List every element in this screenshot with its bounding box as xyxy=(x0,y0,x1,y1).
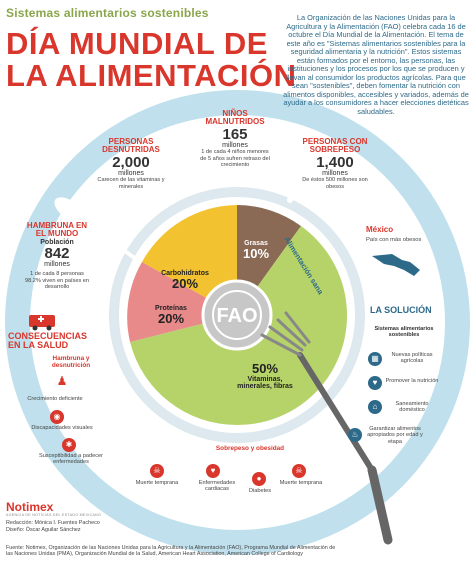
solution-item-4: Garantizar alimentos apropiados por edad… xyxy=(367,426,423,445)
stat-hambruna: HAMBRUNA EN EL MUNDO Población 842 millo… xyxy=(24,221,90,290)
baby-bottle-icon: ♨ xyxy=(348,428,362,442)
hunger-item-2: Discapacidades visuales xyxy=(31,425,93,431)
obesity-band xyxy=(170,444,330,458)
brand-tagline: AGENCIA DE NOTICIAS DEL ESTADO MEXICANO xyxy=(6,513,102,517)
knife-icon xyxy=(287,147,323,203)
person-icon: ♟ xyxy=(56,374,68,388)
virus-icon: ✱ xyxy=(62,438,76,452)
skull-icon: ☠ xyxy=(150,464,164,478)
solution-item-2: Promover la nutrición xyxy=(385,378,439,384)
nutrition-icon: ♥ xyxy=(368,376,382,390)
hunger-item-1: Crecimiento deficiente xyxy=(27,396,83,402)
proteinas-label: Proteínas 20% xyxy=(155,305,187,327)
heart-icon: ♥ xyxy=(206,464,220,478)
solution-subtitle: Sistemas alimentarios sostenibles xyxy=(374,326,434,339)
vitaminas-label: 50% Vitaminas, minerales, fibras xyxy=(237,361,293,390)
mexico-map-icon xyxy=(372,254,420,276)
title-line-1: DÍA MUNDIAL DE xyxy=(6,26,268,61)
fao-letters: FAO xyxy=(216,305,257,327)
stat-ninos: NIÑOS MALNUTRIDOS 165 millones 1 de cada… xyxy=(200,109,270,169)
blood-drop-icon: ● xyxy=(252,472,266,486)
obesity-title: Sobrepeso y obesidad xyxy=(215,445,285,452)
obesity-item-3: Muerte temprana xyxy=(279,480,323,486)
hunger-item-3: Susceptibilidad a padecer enfermedades xyxy=(38,453,104,466)
segment-vitaminas xyxy=(237,226,348,426)
credit-diseno: Diseño: Óscar Aguilar Sánchez xyxy=(6,527,81,533)
carbohidratos-label: Carbohidratos 20% xyxy=(161,270,209,292)
skull-icon-2: ☠ xyxy=(292,464,306,478)
fork-icon xyxy=(260,311,393,545)
hunger-title: Hambruna y desnutrición xyxy=(51,355,91,369)
segment-carbohidratos xyxy=(142,205,237,315)
grasas-label: Grasas 10% xyxy=(242,240,270,262)
solution-title: LA SOLUCIÓN xyxy=(370,305,432,315)
subtitle: Sistemas alimentarios sostenibles xyxy=(6,6,209,20)
fao-emblem-inner xyxy=(212,290,262,340)
consequences-title: CONSECUENCIAS EN LA SALUD xyxy=(8,331,88,351)
credit-redaccion: Redacción: Mónica I. Fuentes Pacheco xyxy=(6,520,100,526)
segment-vitaminas-b xyxy=(130,315,237,426)
mexico-subtitle: País con más obesos xyxy=(366,237,422,243)
spoon-icon xyxy=(54,197,142,264)
mexico-title: México xyxy=(366,225,394,234)
policy-icon: ▦ xyxy=(368,352,382,366)
credit-fuente: Fuente: Notimex, Organización de las Nac… xyxy=(6,545,336,558)
brand-logo: Notimex xyxy=(6,500,54,514)
obesity-item-2: Diabetes xyxy=(248,488,272,494)
title-line-2: LA ALIMENTACIÓN xyxy=(6,58,297,93)
stat-sobrepeso: PERSONAS CON SOBREPESO 1,400 millones De… xyxy=(302,137,368,190)
hunger-item-4: Muerte temprana xyxy=(135,480,179,486)
eye-icon: ◉ xyxy=(50,410,64,424)
obesity-item-1: Enfermedades cardiacas xyxy=(198,480,236,493)
segment-proteinas xyxy=(127,262,237,342)
stat-desnutridas: PERSONAS DESNUTRIDAS 2,000 millones Care… xyxy=(97,137,165,190)
house-icon: ⌂ xyxy=(368,400,382,414)
intro-text: La Organización de las Naciones Unidas p… xyxy=(283,13,469,116)
solution-item-3: Saneamiento doméstico xyxy=(395,401,429,414)
solution-item-1: Nuevas políticas agrícolas xyxy=(391,352,433,365)
ambulance-icon xyxy=(29,315,55,331)
